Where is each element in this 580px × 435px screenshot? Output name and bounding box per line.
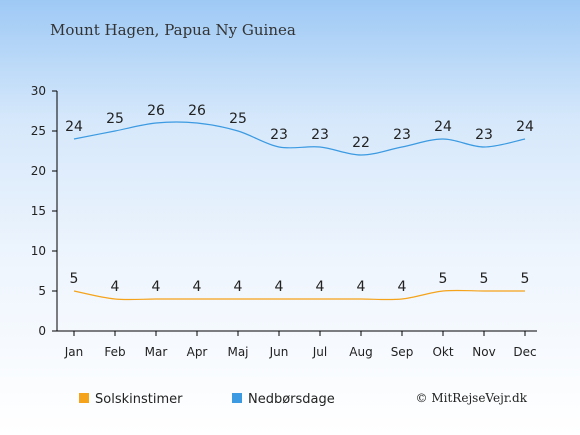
data-label-nedborsdage-mar: 26 (147, 103, 165, 119)
y-tick-label-0: 0 (38, 324, 46, 338)
x-tick-label-mar: Mar (145, 345, 168, 359)
data-labels: 5 4 4 4 4 4 4 4 4 5 5 5 24 25 26 26 25 23 23 22 23 24 23 24 (65, 103, 534, 295)
x-tick-label-sep: Sep (391, 345, 414, 359)
legend-label-solskinstimer: Solskinstimer (95, 392, 183, 407)
x-tick-label-nov: Nov (472, 345, 495, 359)
data-label-nedborsdage-okt: 24 (434, 119, 452, 135)
data-label-solskinstimer-okt: 5 (439, 271, 448, 287)
x-tick-label-okt: Okt (432, 345, 453, 359)
data-label-nedborsdage-nov: 23 (475, 127, 493, 143)
data-label-solskinstimer-nov: 5 (480, 271, 489, 287)
y-tick-label-20: 20 (31, 164, 46, 178)
data-label-nedborsdage-aug: 22 (352, 135, 370, 151)
data-label-nedborsdage-feb: 25 (106, 111, 124, 127)
legend-label-nedborsdage: Nedbørsdage (248, 392, 335, 407)
data-label-nedborsdage-jun: 23 (270, 127, 288, 143)
data-label-solskinstimer-jun: 4 (275, 279, 284, 295)
x-tick-label-jun: Jun (269, 345, 289, 359)
series-group (73, 121, 526, 301)
x-tick-label-dec: Dec (513, 345, 536, 359)
data-label-solskinstimer-feb: 4 (111, 279, 120, 295)
data-label-nedborsdage-jan: 24 (65, 119, 83, 135)
y-tick-label-30: 30 (31, 84, 46, 98)
y-tick-label-5: 5 (38, 284, 46, 298)
data-label-solskinstimer-maj: 4 (234, 279, 243, 295)
data-label-solskinstimer-aug: 4 (357, 279, 366, 295)
data-label-nedborsdage-jul: 23 (311, 127, 329, 143)
axes: 0 5 10 15 20 25 30 Jan Feb Mar Apr Maj Jun Jul Aug Sep O… (31, 84, 537, 359)
credit-text: © MitRejseVejr.dk (416, 391, 528, 405)
data-label-solskinstimer-mar: 4 (152, 279, 161, 295)
x-tick-label-maj: Maj (227, 345, 248, 359)
x-tick-label-aug: Aug (349, 345, 372, 359)
x-tick-label-feb: Feb (104, 345, 125, 359)
data-label-solskinstimer-sep: 4 (398, 279, 407, 295)
x-tick-label-jan: Jan (64, 345, 84, 359)
series-line-solskinstimer (73, 289, 525, 301)
data-label-solskinstimer-jan: 5 (70, 271, 79, 287)
data-label-nedborsdage-apr: 26 (188, 103, 206, 119)
data-label-solskinstimer-apr: 4 (193, 279, 202, 295)
data-label-nedborsdage-sep: 23 (393, 127, 411, 143)
x-tick-label-jul: Jul (312, 345, 327, 359)
series-line-nedborsdage (73, 121, 526, 156)
y-tick-label-15: 15 (31, 204, 46, 218)
y-tick-label-25: 25 (31, 124, 46, 138)
data-label-solskinstimer-jul: 4 (316, 279, 325, 295)
legend: Solskinstimer Nedbørsdage (79, 392, 335, 407)
y-tick-label-10: 10 (31, 244, 46, 258)
legend-swatch-nedborsdage (232, 393, 242, 403)
x-tick-label-apr: Apr (187, 345, 208, 359)
data-label-nedborsdage-maj: 25 (229, 111, 247, 127)
data-label-solskinstimer-dec: 5 (521, 271, 530, 287)
data-label-nedborsdage-dec: 24 (516, 119, 534, 135)
chart-title: Mount Hagen, Papua Ny Guinea (50, 21, 296, 39)
legend-swatch-solskinstimer (79, 393, 89, 403)
